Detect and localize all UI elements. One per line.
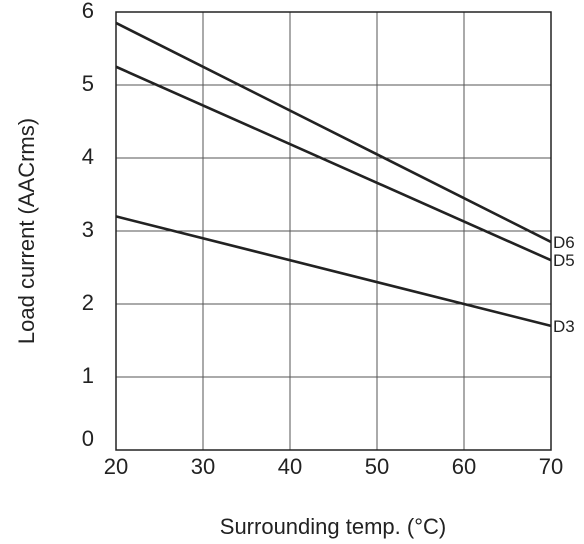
- series-label-d5: D5: [553, 251, 575, 270]
- x-tick-labels: 20 30 40 50 60 70: [104, 454, 563, 479]
- series-label-d3: D3: [553, 317, 575, 336]
- x-axis-label: Surrounding temp. (°C): [220, 514, 446, 539]
- series-lines: [115, 21, 552, 328]
- y-tick-label-3: 3: [82, 217, 94, 242]
- y-tick-label-0: 0: [82, 426, 94, 451]
- x-tick-label-40: 40: [278, 454, 302, 479]
- series-label-d6: D6: [553, 233, 575, 252]
- series-line-d6: [115, 21, 552, 244]
- x-tick-label-20: 20: [104, 454, 128, 479]
- y-tick-labels: 0 1 2 3 4 5 6: [82, 0, 94, 451]
- x-tick-label-60: 60: [452, 454, 476, 479]
- series-line-d3: [115, 215, 552, 328]
- y-axis-label: Load current (AACrms): [14, 118, 39, 344]
- plot-frame: [115, 11, 552, 451]
- y-tick-label-5: 5: [82, 71, 94, 96]
- y-tick-label-4: 4: [82, 144, 94, 169]
- y-tick-label-6: 6: [82, 0, 94, 23]
- x-tick-label-70: 70: [539, 454, 563, 479]
- x-tick-label-30: 30: [191, 454, 215, 479]
- series-line-d5: [115, 65, 552, 262]
- x-tick-label-50: 50: [365, 454, 389, 479]
- y-tick-label-2: 2: [82, 290, 94, 315]
- y-tick-label-1: 1: [82, 363, 94, 388]
